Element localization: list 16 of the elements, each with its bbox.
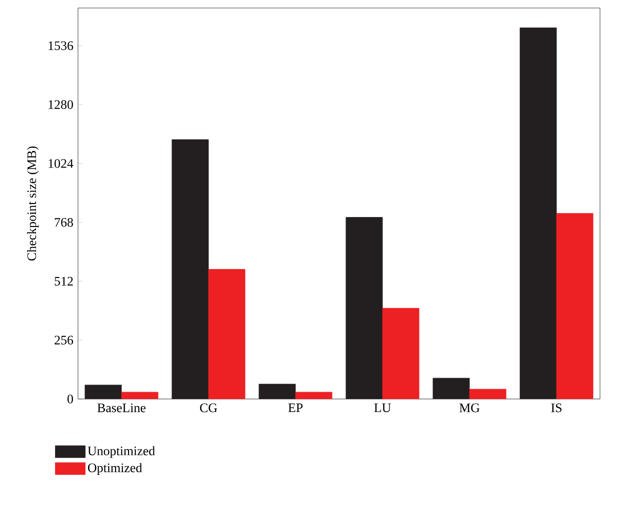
y-tick-label: 1024 xyxy=(48,159,74,168)
x-tick-label: MG xyxy=(459,404,480,412)
y-axis-title: Checkpoint size (MB) xyxy=(27,146,39,261)
y-tick-label: 1536 xyxy=(48,41,74,50)
x-tick-label: IS xyxy=(551,404,562,412)
legend-label: Unoptimized xyxy=(88,446,155,458)
x-tick-label: CG xyxy=(200,404,218,412)
y-tick-label: 0 xyxy=(68,394,73,404)
y-tick-label: 768 xyxy=(54,218,73,227)
x-tick-label: LU xyxy=(374,404,391,412)
y-tick-label: 256 xyxy=(54,336,74,344)
y-tick-label: 1280 xyxy=(48,100,73,109)
x-tick-label: EP xyxy=(288,404,303,412)
y-tick-label: 512 xyxy=(54,276,73,286)
legend-label: Optimized xyxy=(88,463,142,475)
x-tick-label: BaseLine xyxy=(97,404,146,412)
